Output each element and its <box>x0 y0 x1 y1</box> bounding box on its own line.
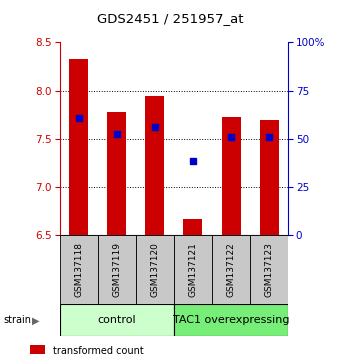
Text: GDS2451 / 251957_at: GDS2451 / 251957_at <box>97 12 244 25</box>
Bar <box>60 304 174 336</box>
Text: transformed count: transformed count <box>53 346 144 354</box>
Bar <box>69 59 88 235</box>
Bar <box>30 345 45 354</box>
Bar <box>145 96 164 235</box>
Bar <box>174 304 288 336</box>
Text: ▶: ▶ <box>32 315 40 325</box>
Text: GSM137121: GSM137121 <box>189 242 197 297</box>
Text: control: control <box>98 315 136 325</box>
Bar <box>136 235 174 304</box>
Text: GSM137120: GSM137120 <box>150 242 159 297</box>
Text: GSM137119: GSM137119 <box>112 242 121 297</box>
Bar <box>183 219 203 235</box>
Bar <box>60 235 98 304</box>
Bar <box>212 235 250 304</box>
Text: GSM137118: GSM137118 <box>74 242 83 297</box>
Bar <box>250 235 288 304</box>
Text: GSM137123: GSM137123 <box>265 242 273 297</box>
Text: strain: strain <box>3 315 31 325</box>
Bar <box>98 235 136 304</box>
Bar <box>107 112 126 235</box>
Text: TAC1 overexpressing: TAC1 overexpressing <box>173 315 289 325</box>
Text: GSM137122: GSM137122 <box>226 242 236 297</box>
Bar <box>174 235 212 304</box>
Bar <box>260 120 279 235</box>
Bar <box>222 117 240 235</box>
